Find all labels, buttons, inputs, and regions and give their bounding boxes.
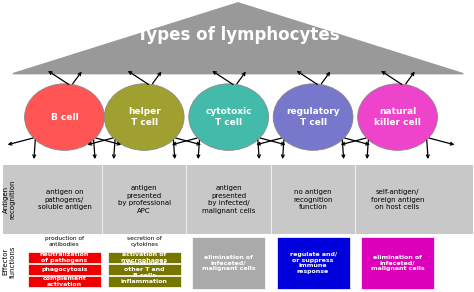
Text: self-antigen/
foreign antigen
on host cells: self-antigen/ foreign antigen on host ce… (371, 189, 424, 210)
Text: complement
activation: complement activation (43, 276, 86, 287)
Text: antigen
presented
by infected/
malignant cells: antigen presented by infected/ malignant… (202, 185, 255, 214)
Text: Types of lymphocytes: Types of lymphocytes (137, 26, 339, 44)
Ellipse shape (358, 84, 438, 150)
Text: phagocytosis: phagocytosis (41, 267, 88, 272)
Text: antigen on
pathogens/
soluble antigen: antigen on pathogens/ soluble antigen (37, 189, 91, 210)
Text: elimination of
infeceted/
malignant cells: elimination of infeceted/ malignant cell… (202, 255, 255, 271)
Text: activation of
other T and
B cells: activation of other T and B cells (122, 261, 166, 278)
Ellipse shape (273, 84, 353, 150)
Bar (28, 252, 101, 263)
Bar (276, 237, 350, 289)
Text: inflammation: inflammation (121, 279, 168, 284)
Ellipse shape (25, 84, 104, 150)
Bar (28, 276, 101, 287)
Bar (28, 264, 101, 275)
Text: helper
T cell: helper T cell (128, 107, 161, 127)
Text: B cell: B cell (51, 113, 78, 121)
Text: natural
killer cell: natural killer cell (374, 107, 421, 127)
Text: regulatory
T cell: regulatory T cell (286, 107, 340, 127)
Bar (108, 264, 181, 275)
Ellipse shape (104, 84, 184, 150)
Text: neutralization
of pathogens: neutralization of pathogens (40, 252, 89, 263)
Bar (108, 252, 181, 263)
Text: regulate and/
or suppress
immune
response: regulate and/ or suppress immune respons… (290, 252, 337, 274)
Text: secretion of
cytokines: secretion of cytokines (127, 236, 162, 247)
Ellipse shape (189, 84, 269, 150)
Text: Effector
functions: Effector functions (3, 246, 16, 278)
Text: Antigen
recognition: Antigen recognition (3, 180, 16, 219)
Bar (361, 237, 434, 289)
Bar (108, 276, 181, 287)
Text: no antigen
recognition
function: no antigen recognition function (293, 189, 333, 210)
Text: cytotoxic
T cell: cytotoxic T cell (205, 107, 252, 127)
Text: elimination of
infeceted/
malignant cells: elimination of infeceted/ malignant cell… (371, 255, 424, 271)
Text: antigen
presented
by professional
APC: antigen presented by professional APC (118, 185, 171, 214)
Bar (3, 165, 473, 234)
Polygon shape (13, 3, 463, 74)
Text: production of
antibodies: production of antibodies (45, 236, 84, 247)
Text: activation of
macrophages: activation of macrophages (120, 252, 168, 263)
Bar (192, 237, 265, 289)
